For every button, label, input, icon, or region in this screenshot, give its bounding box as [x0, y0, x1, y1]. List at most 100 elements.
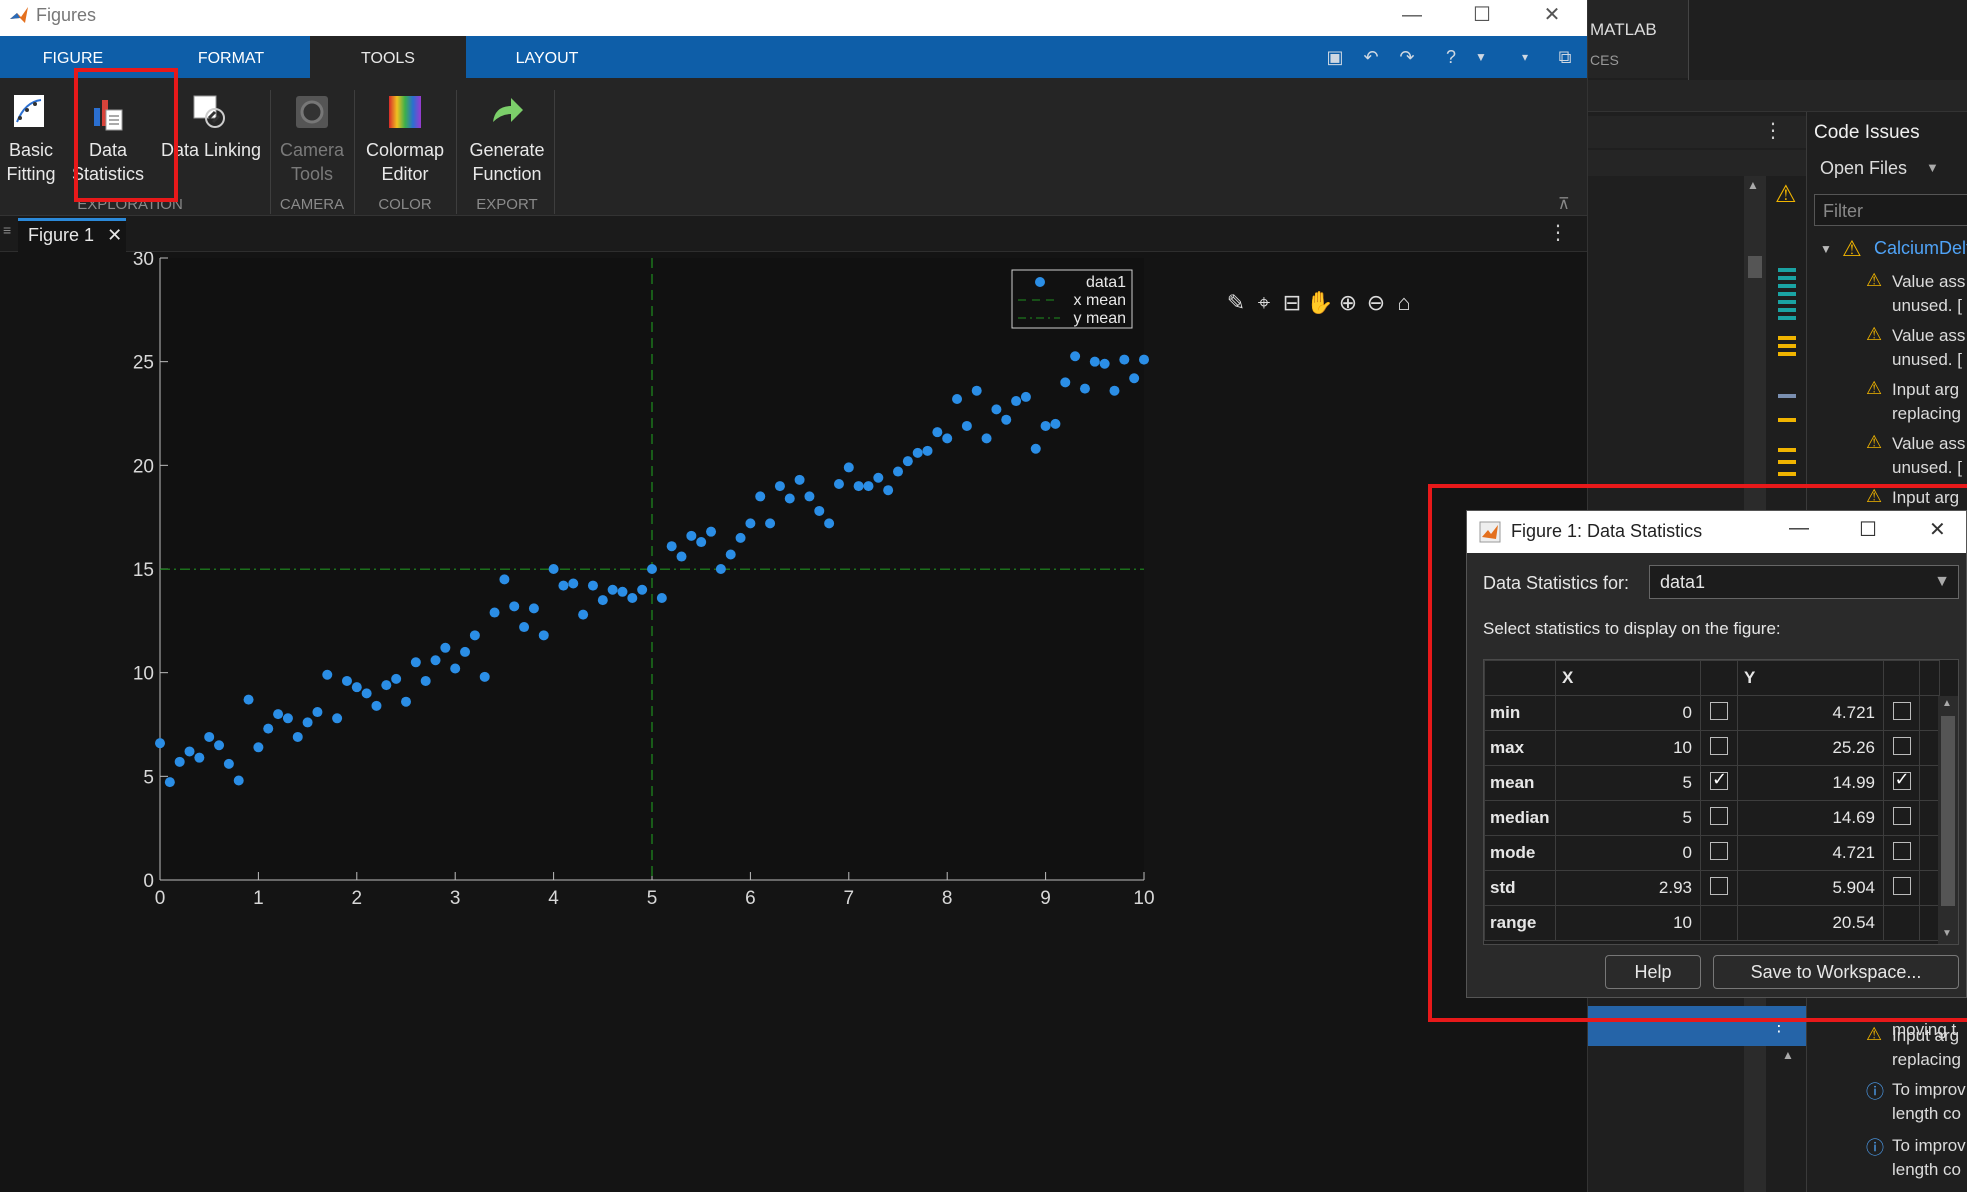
data-point[interactable]: [932, 427, 942, 437]
data-point[interactable]: [539, 630, 549, 640]
data-point[interactable]: [883, 485, 893, 495]
data-point[interactable]: [293, 732, 303, 742]
issue-text[interactable]: length co: [1892, 1104, 1961, 1124]
data-point[interactable]: [1070, 351, 1080, 361]
data-point[interactable]: [450, 664, 460, 674]
data-point[interactable]: [371, 701, 381, 711]
save-icon[interactable]: ▣: [1322, 44, 1348, 70]
data-point[interactable]: [175, 757, 185, 767]
data-point[interactable]: [873, 473, 883, 483]
data-point[interactable]: [401, 697, 411, 707]
undock-icon[interactable]: ⧉: [1552, 44, 1578, 70]
help-icon[interactable]: ?: [1438, 44, 1464, 70]
collapse-ribbon-icon[interactable]: ⊼: [1558, 194, 1570, 214]
collapse-icon[interactable]: ▾: [1512, 44, 1538, 70]
data-point[interactable]: [244, 695, 254, 705]
data-point[interactable]: [755, 491, 765, 501]
data-point[interactable]: [1100, 359, 1110, 369]
data-point[interactable]: [647, 564, 657, 574]
data-point[interactable]: [637, 585, 647, 595]
basic-fitting-button[interactable]: Basic Fitting: [2, 92, 60, 186]
data-point[interactable]: [923, 446, 933, 456]
data-point[interactable]: [952, 394, 962, 404]
open-files-dropdown[interactable]: Open Files: [1820, 158, 1907, 179]
data-point[interactable]: [1011, 396, 1021, 406]
scrollbar-thumb[interactable]: [1748, 256, 1762, 278]
data-point[interactable]: [814, 506, 824, 516]
data-point[interactable]: [470, 630, 480, 640]
data-point[interactable]: [234, 775, 244, 785]
data-point[interactable]: [1090, 357, 1100, 367]
drag-handle-icon[interactable]: ≡: [3, 222, 11, 238]
issue-text[interactable]: replacing: [1892, 404, 1961, 424]
data-point[interactable]: [155, 738, 165, 748]
data-point[interactable]: [982, 433, 992, 443]
data-point[interactable]: [696, 537, 706, 547]
data-point[interactable]: [1050, 419, 1060, 429]
data-point[interactable]: [1001, 415, 1011, 425]
data-point[interactable]: [460, 647, 470, 657]
data-point[interactable]: [962, 421, 972, 431]
data-point[interactable]: [1139, 355, 1149, 365]
tab-layout[interactable]: LAYOUT: [482, 36, 612, 78]
colormap-editor-button[interactable]: Colormap Editor: [360, 92, 450, 186]
data-point[interactable]: [1109, 386, 1119, 396]
data-point[interactable]: [499, 574, 509, 584]
data-point[interactable]: [598, 595, 608, 605]
data-point[interactable]: [627, 593, 637, 603]
data-point[interactable]: [558, 581, 568, 591]
tab-tools[interactable]: TOOLS: [310, 36, 466, 78]
data-point[interactable]: [352, 682, 362, 692]
data-point[interactable]: [332, 713, 342, 723]
more-options-icon[interactable]: ⋮: [1548, 220, 1568, 245]
undo-icon[interactable]: ↶: [1358, 44, 1384, 70]
data-point[interactable]: [529, 603, 539, 613]
data-point[interactable]: [431, 655, 441, 665]
data-point[interactable]: [854, 481, 864, 491]
data-point[interactable]: [381, 680, 391, 690]
issue-text[interactable]: unused. [: [1892, 296, 1962, 316]
issue-text[interactable]: unused. [: [1892, 458, 1962, 478]
data-point[interactable]: [824, 518, 834, 528]
data-point[interactable]: [804, 491, 814, 501]
data-point[interactable]: [834, 479, 844, 489]
issue-text[interactable]: unused. [: [1892, 350, 1962, 370]
data-point[interactable]: [913, 448, 923, 458]
data-point[interactable]: [942, 433, 952, 443]
data-point[interactable]: [795, 475, 805, 485]
data-point[interactable]: [1021, 392, 1031, 402]
data-point[interactable]: [686, 531, 696, 541]
data-point[interactable]: [480, 672, 490, 682]
data-point[interactable]: [1119, 355, 1129, 365]
data-point[interactable]: [185, 746, 195, 756]
more-options-icon[interactable]: ⋮: [1763, 118, 1783, 143]
issue-text[interactable]: Input arg: [1892, 1026, 1959, 1046]
data-point[interactable]: [657, 593, 667, 603]
data-point[interactable]: [549, 564, 559, 574]
data-point[interactable]: [1031, 444, 1041, 454]
data-point[interactable]: [893, 467, 903, 477]
data-point[interactable]: [844, 462, 854, 472]
issue-text[interactable]: replacing: [1892, 1050, 1961, 1070]
scroll-up-icon[interactable]: ▲: [1747, 178, 1759, 192]
camera-tools-button[interactable]: Camera Tools: [276, 92, 348, 186]
data-point[interactable]: [677, 552, 687, 562]
data-point[interactable]: [765, 518, 775, 528]
data-point[interactable]: [322, 670, 332, 680]
generate-function-button[interactable]: Generate Function: [462, 92, 552, 186]
issue-text[interactable]: length co: [1892, 1160, 1961, 1180]
chevron-down-icon[interactable]: ▼: [1468, 44, 1494, 70]
data-point[interactable]: [509, 601, 519, 611]
data-point[interactable]: [785, 494, 795, 504]
close-icon[interactable]: ✕: [107, 225, 122, 245]
collapse-tree-icon[interactable]: ▼: [1820, 242, 1832, 256]
data-point[interactable]: [490, 608, 500, 618]
data-point[interactable]: [1080, 384, 1090, 394]
data-point[interactable]: [863, 481, 873, 491]
data-point[interactable]: [224, 759, 234, 769]
data-point[interactable]: [312, 707, 322, 717]
redo-icon[interactable]: ↷: [1394, 44, 1420, 70]
data-point[interactable]: [194, 753, 204, 763]
close-button[interactable]: ✕: [1517, 0, 1587, 36]
data-point[interactable]: [903, 456, 913, 466]
